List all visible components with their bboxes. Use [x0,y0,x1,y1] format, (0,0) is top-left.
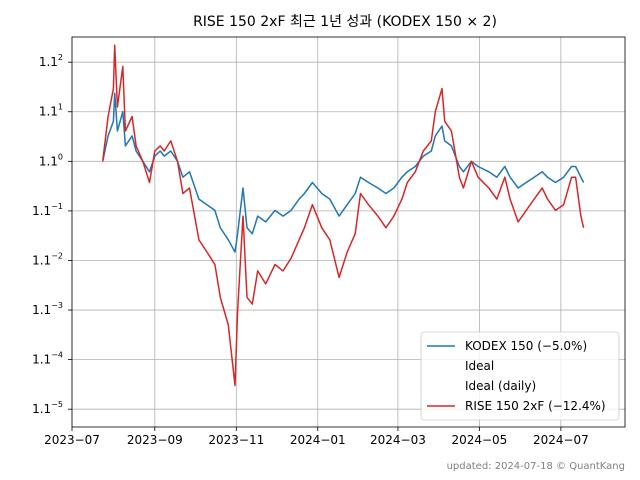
legend-label: RISE 150 2xF (−12.4%) [465,399,606,413]
y-tick-base: 1.1 [32,402,51,416]
y-tick-label: 1.1−2 [32,251,63,267]
legend: KODEX 150 (−5.0%) Ideal Ideal (daily) RISE … [420,331,620,421]
footer-credit: updated: 2024-07-18 © QuantKang [447,461,625,472]
legend-label: KODEX 150 (−5.0%) [465,339,587,353]
y-tick-exponent: −4 [51,351,63,360]
y-tick-label: 1.1−5 [32,400,63,416]
x-tick-label: 2024−01 [290,433,346,447]
y-tick-exponent: 2 [58,53,63,62]
series-line-0 [101,92,585,253]
x-tick-label: 2023−09 [127,433,183,447]
y-tick-base: 1.1 [32,353,51,367]
y-tick-label: 1.1−1 [32,202,63,218]
grid [71,37,625,427]
y-tick-label: 1.10 [39,152,63,168]
y-tick-exponent: −2 [51,251,63,260]
y-tick-base: 1.1 [39,55,58,69]
legend-box [420,331,620,421]
legend-label: Ideal [465,359,494,373]
y-tick-exponent: −5 [51,400,63,409]
y-tick-base: 1.1 [32,303,51,317]
y-tick-exponent: 1 [58,103,63,112]
y-tick-exponent: −3 [51,301,63,310]
y-tick-base: 1.1 [39,105,58,119]
x-tick-label: 2024−03 [370,433,426,447]
x-tick-label: 2023−07 [44,433,100,447]
y-tick-label: 1.1−3 [32,301,63,317]
y-tick-label: 1.1−4 [32,351,63,367]
y-tick-base: 1.1 [39,154,58,168]
y-tick-label: 1.11 [39,103,63,119]
series-line-3 [101,44,585,387]
y-tick-base: 1.1 [32,253,51,267]
chart-title: RISE 150 2xF 최근 1년 성과 (KODEX 150 × 2) [193,14,497,30]
y-tick-exponent: −1 [51,202,63,211]
series-lines [101,44,585,387]
x-tick-label: 2024−05 [451,433,507,447]
axis-ticks: 2023−07 2023−09 2023−11 2024−01 2024−03 2024−… [32,53,589,447]
legend-label: Ideal (daily) [465,379,536,393]
y-tick-label: 1.12 [39,53,63,69]
x-tick-label: 2024−07 [533,433,589,447]
y-tick-exponent: 0 [58,152,63,161]
plot-frame [71,36,626,428]
y-tick-base: 1.1 [32,204,51,218]
x-tick-label: 2023−11 [208,433,264,447]
